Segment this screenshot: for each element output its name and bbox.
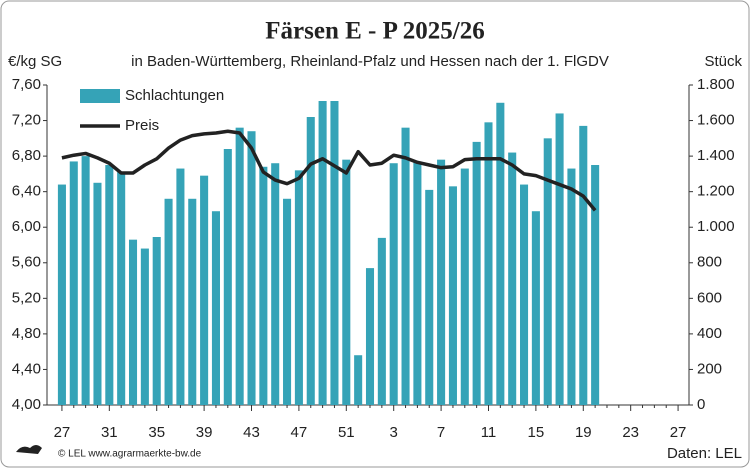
x-tick-label: 7 [437, 424, 445, 441]
bar [188, 198, 197, 405]
legend-swatch [80, 89, 120, 103]
y2-tick-label: 600 [697, 289, 722, 306]
y-tick-label: 6,00 [12, 218, 41, 235]
bar [200, 175, 209, 405]
bar [543, 138, 552, 406]
x-tick-label: 11 [481, 424, 497, 441]
y2-axis-label: Stück [704, 53, 742, 70]
logo [16, 445, 42, 454]
bar [496, 102, 505, 406]
bar [81, 156, 90, 405]
bar [354, 355, 363, 405]
bar [377, 237, 386, 405]
y-tick-label: 7,20 [12, 112, 41, 129]
bar [591, 165, 600, 405]
y2-tick-label: 400 [697, 325, 722, 342]
bar [176, 168, 185, 405]
y2-tick-label: 200 [697, 360, 722, 377]
bar [318, 101, 327, 405]
x-tick-label: 39 [196, 424, 213, 441]
x-tick-label: 3 [390, 424, 398, 441]
copyright: © LEL www.agrarmaerkte-bw.de [58, 449, 202, 460]
x-tick-label: 27 [54, 424, 71, 441]
y-tick-label: 4,00 [12, 396, 41, 413]
subtitle: in Baden-Württemberg, Rheinland-Pfalz un… [131, 53, 609, 70]
bar [247, 131, 256, 405]
x-tick-label: 27 [670, 424, 687, 441]
y-tick-label: 5,20 [12, 289, 41, 306]
y2-tick-label: 1.000 [697, 218, 735, 235]
x-tick-label: 43 [243, 424, 260, 441]
bar [259, 166, 268, 405]
bar [69, 161, 78, 405]
bar [223, 149, 232, 405]
legend-label: Preis [125, 117, 159, 134]
bar [579, 125, 588, 405]
x-tick-label: 19 [575, 424, 592, 441]
x-tick-label: 47 [291, 424, 308, 441]
x-tick-label: 51 [338, 424, 355, 441]
bar [164, 198, 173, 405]
y2-tick-label: 1.200 [697, 183, 735, 200]
bar [425, 189, 434, 405]
bar [105, 165, 114, 405]
bar [271, 163, 280, 405]
bar [531, 211, 540, 405]
y-tick-label: 5,60 [12, 254, 41, 271]
bar [448, 186, 457, 405]
bar [306, 117, 315, 405]
y-tick-label: 4,40 [12, 360, 41, 377]
bar [152, 237, 161, 405]
bar [57, 184, 66, 405]
y2-tick-label: 1.400 [697, 147, 735, 164]
bar [472, 141, 481, 405]
bar [342, 159, 351, 405]
bar [555, 113, 564, 405]
y-tick-label: 6,80 [12, 147, 41, 164]
chart-title: Färsen E - P 2025/26 [265, 18, 484, 45]
y-tick-label: 7,60 [12, 76, 41, 93]
bar [508, 152, 517, 405]
source: Daten: LEL [667, 445, 742, 462]
legend-label: Schlachtungen [125, 87, 224, 104]
bar [437, 159, 446, 405]
bar [117, 172, 126, 405]
y2-tick-label: 1.800 [697, 76, 735, 93]
bar [93, 182, 102, 405]
bar [365, 268, 375, 405]
bar [401, 127, 410, 406]
bar [128, 239, 138, 405]
bar [520, 184, 529, 405]
bar [330, 101, 339, 405]
bar [140, 248, 149, 405]
y-tick-label: 4,80 [12, 325, 41, 342]
bar [235, 127, 244, 406]
line [61, 129, 597, 212]
y-axis-label: €/kg SG [8, 53, 62, 70]
y2-tick-label: 800 [697, 254, 722, 271]
bar [413, 161, 422, 405]
bar [460, 168, 469, 405]
x-tick-label: 35 [148, 424, 165, 441]
y2-tick-label: 0 [697, 396, 705, 413]
bar [283, 198, 292, 405]
x-tick-label: 23 [622, 424, 639, 441]
y-tick-label: 6,40 [12, 183, 41, 200]
y2-tick-label: 1.600 [697, 112, 735, 129]
bar [567, 168, 576, 405]
bar [294, 170, 303, 405]
x-tick-label: 31 [101, 424, 118, 441]
bar [484, 122, 493, 405]
bar [211, 211, 220, 405]
bar [389, 163, 398, 405]
x-tick-label: 15 [528, 424, 545, 441]
